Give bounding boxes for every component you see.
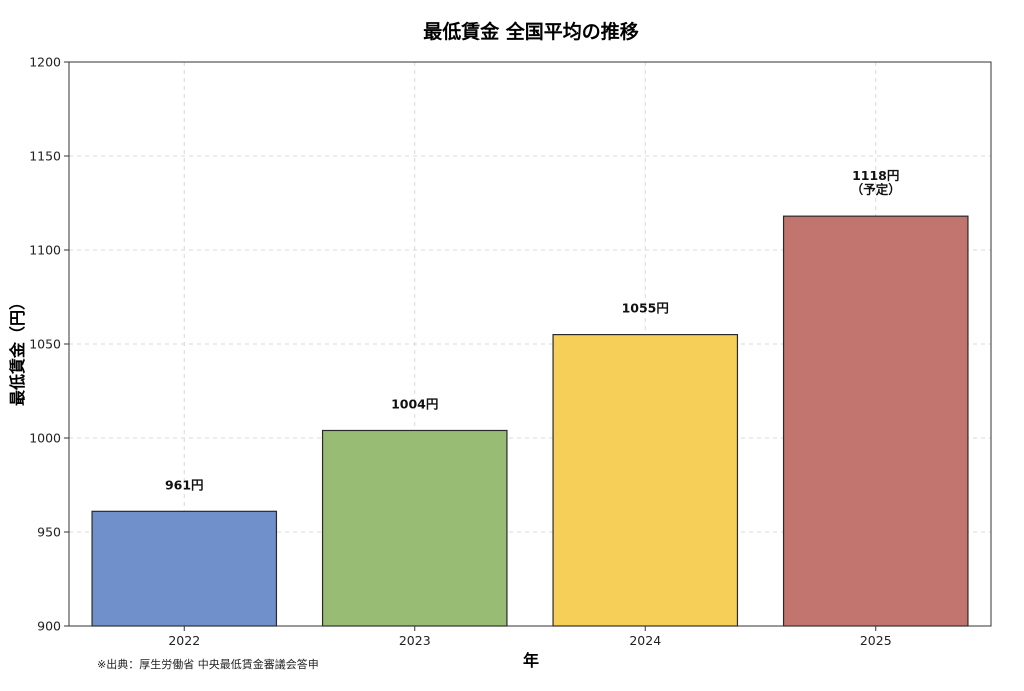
bar-2023 bbox=[321, 429, 508, 627]
y-tick-label: 1200 bbox=[29, 55, 61, 70]
data-label-2023: 1004円 bbox=[391, 396, 438, 411]
y-tick-label: 1100 bbox=[29, 243, 61, 258]
bars bbox=[91, 215, 969, 627]
y-tick-label: 1050 bbox=[29, 337, 61, 352]
x-tick-label: 2024 bbox=[629, 633, 661, 648]
x-axis-label: 年 bbox=[523, 651, 539, 670]
x-tick-label: 2023 bbox=[399, 633, 431, 648]
bar-2025 bbox=[782, 215, 969, 627]
data-labels: 961円 1004円 1055円 1118円（予定） bbox=[165, 168, 901, 492]
x-tick-label: 2022 bbox=[168, 633, 200, 648]
y-tick-label: 900 bbox=[37, 619, 61, 634]
x-axis-ticks: 2022 2023 2024 2025 bbox=[168, 626, 892, 648]
bar-2024 bbox=[552, 334, 739, 627]
y-axis-ticks: 900 950 1000 1050 1100 1150 1200 bbox=[29, 55, 69, 634]
data-label-2024: 1055円 bbox=[622, 301, 669, 316]
y-tick-label: 1000 bbox=[29, 431, 61, 446]
x-tick-label: 2025 bbox=[860, 633, 892, 648]
bar-2022 bbox=[91, 510, 278, 627]
source-note: ※出典：厚生労働省 中央最低賃金審議会答申 bbox=[97, 658, 319, 671]
data-label-2022: 961円 bbox=[165, 477, 204, 492]
y-axis-label: 最低賃金（円） bbox=[8, 294, 27, 406]
chart-title: 最低賃金 全国平均の推移 bbox=[423, 20, 639, 43]
y-tick-label: 1150 bbox=[29, 149, 61, 164]
y-tick-label: 950 bbox=[37, 525, 61, 540]
data-label-2025: 1118円（予定） bbox=[851, 168, 901, 197]
